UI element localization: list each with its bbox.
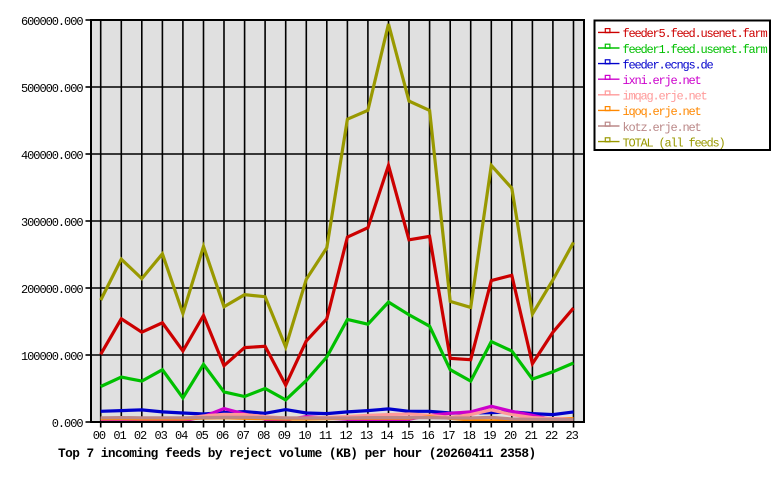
svg-text:20: 20 <box>504 429 517 443</box>
svg-text:10: 10 <box>298 429 311 443</box>
svg-text:15: 15 <box>401 429 414 443</box>
svg-text:14: 14 <box>381 429 394 443</box>
svg-text:08: 08 <box>257 429 270 443</box>
svg-text:06: 06 <box>216 429 229 443</box>
svg-text:12: 12 <box>339 429 352 443</box>
svg-text:iqoq.erje.net: iqoq.erje.net <box>623 105 701 119</box>
svg-text:03: 03 <box>154 429 167 443</box>
svg-text:400000.000: 400000.000 <box>21 149 83 163</box>
svg-text:01: 01 <box>113 429 126 443</box>
svg-text:100000.000: 100000.000 <box>21 350 83 364</box>
svg-text:07: 07 <box>237 429 250 443</box>
svg-text:02: 02 <box>134 429 147 443</box>
svg-text:kotz.erje.net: kotz.erje.net <box>623 121 701 135</box>
svg-text:TOTAL (all feeds): TOTAL (all feeds) <box>623 136 725 150</box>
svg-text:300000.000: 300000.000 <box>21 216 83 230</box>
svg-text:23: 23 <box>566 429 579 443</box>
svg-text:200000.000: 200000.000 <box>21 283 83 297</box>
svg-text:04: 04 <box>175 429 188 443</box>
svg-text:05: 05 <box>196 429 209 443</box>
svg-text:Top 7 incoming feeds by reject: Top 7 incoming feeds by reject volume (K… <box>58 446 536 461</box>
svg-text:feeder.ecngs.de: feeder.ecngs.de <box>623 58 714 72</box>
svg-text:19: 19 <box>483 429 496 443</box>
svg-text:00: 00 <box>93 429 106 443</box>
svg-text:21: 21 <box>524 429 537 443</box>
svg-text:13: 13 <box>360 429 373 443</box>
svg-text:16: 16 <box>422 429 435 443</box>
svg-text:09: 09 <box>278 429 291 443</box>
svg-text:500000.000: 500000.000 <box>21 82 83 96</box>
svg-text:17: 17 <box>442 429 455 443</box>
svg-text:11: 11 <box>319 429 332 443</box>
svg-text:feeder1.feed.usenet.farm: feeder1.feed.usenet.farm <box>623 43 768 57</box>
svg-text:ixni.erje.net: ixni.erje.net <box>623 74 701 88</box>
svg-text:18: 18 <box>463 429 476 443</box>
svg-text:imqag.erje.net: imqag.erje.net <box>623 90 707 104</box>
svg-text:0.000: 0.000 <box>52 417 84 431</box>
svg-text:600000.000: 600000.000 <box>21 15 83 29</box>
svg-text:22: 22 <box>545 429 558 443</box>
svg-text:feeder5.feed.usenet.farm: feeder5.feed.usenet.farm <box>623 27 768 41</box>
